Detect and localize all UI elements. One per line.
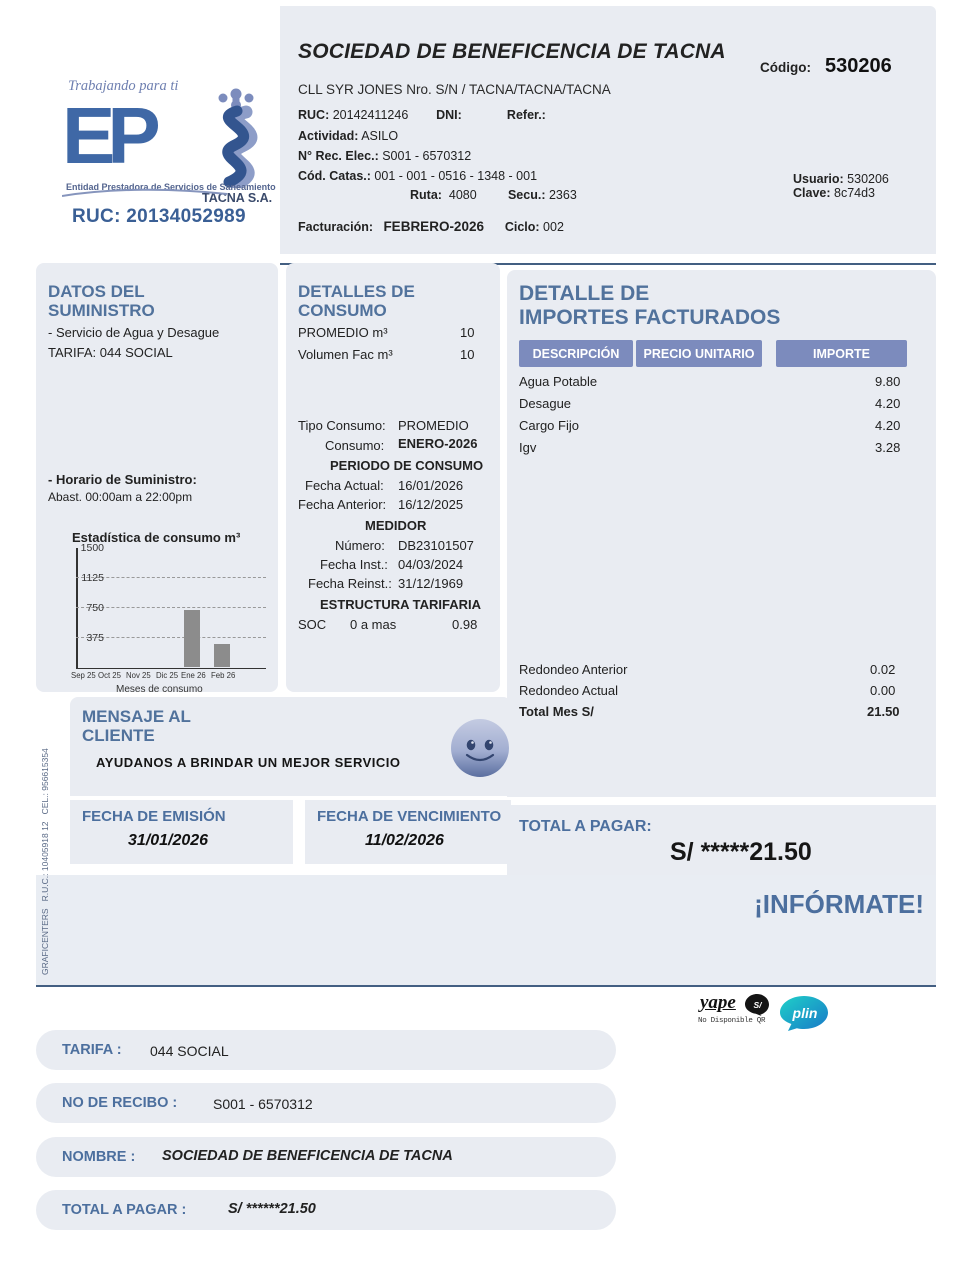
svg-text:plin: plin bbox=[792, 1005, 818, 1021]
